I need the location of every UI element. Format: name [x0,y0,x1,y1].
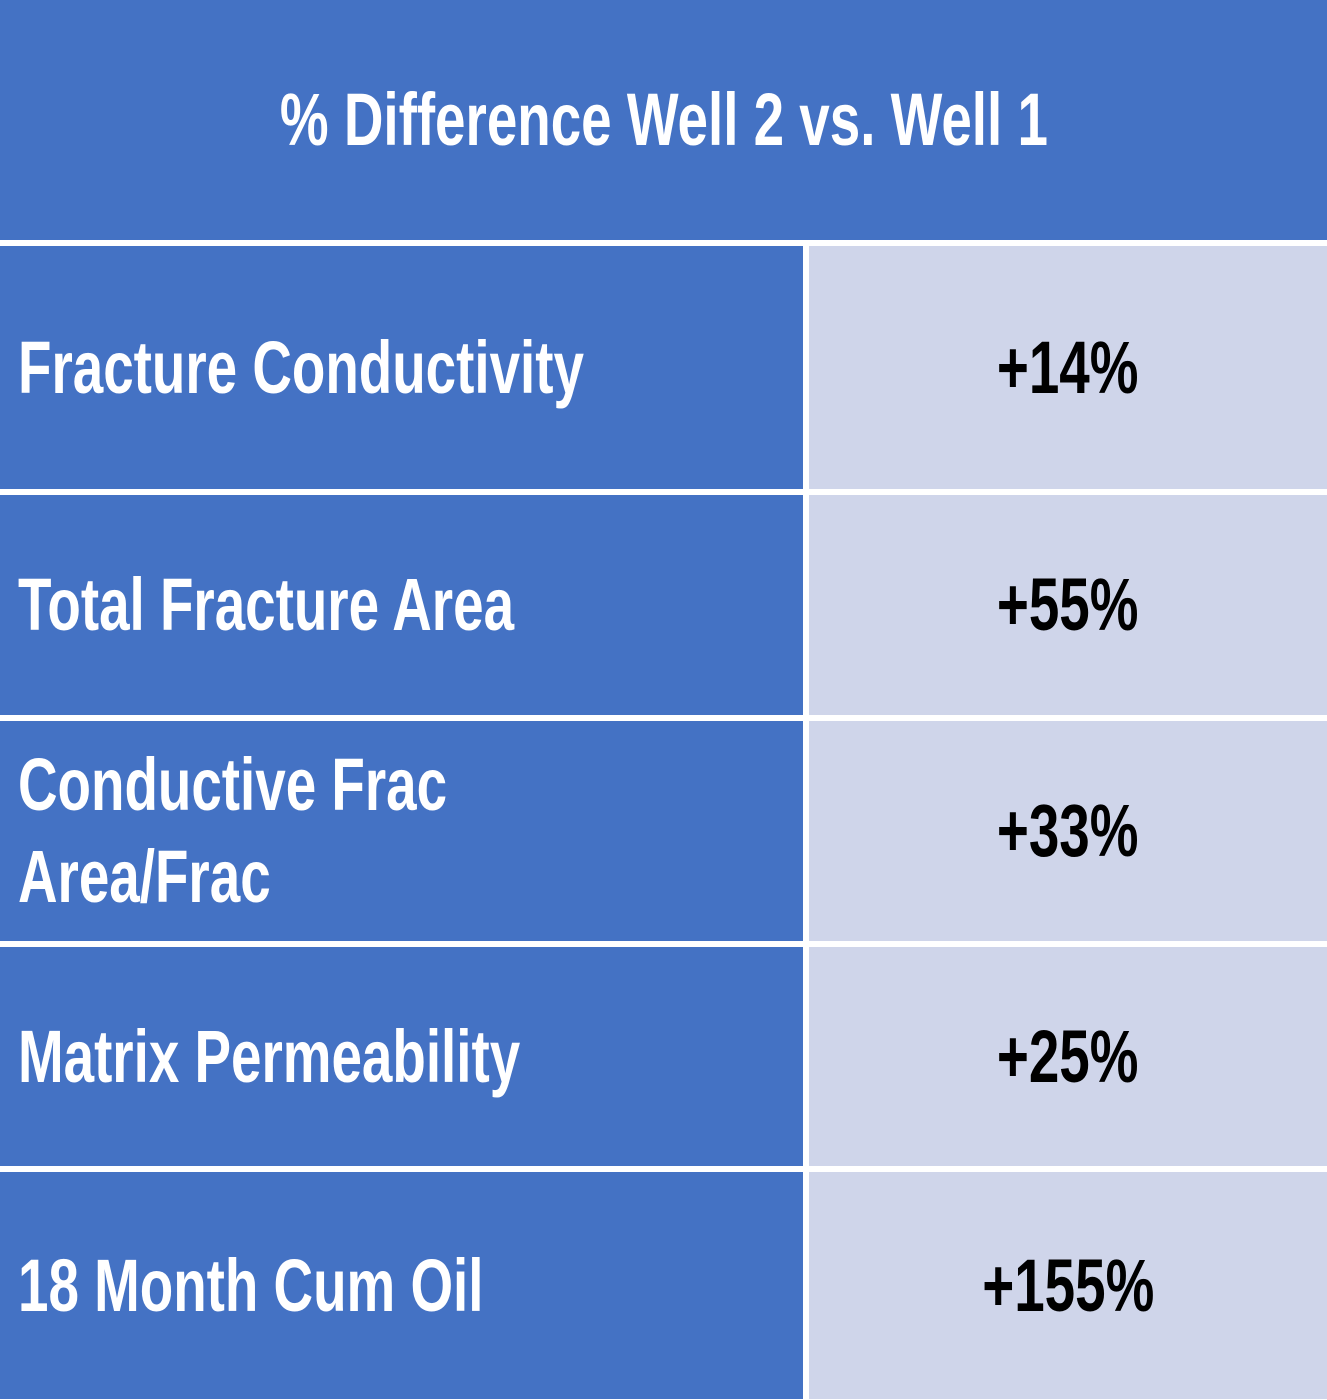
row-label: Total Fracture Area [18,563,515,646]
row-label: 18 Month Cum Oil [18,1243,484,1327]
row-value: +25% [997,1014,1139,1098]
row-label: Conductive Frac Area/Frac [18,743,448,918]
row-value: +14% [997,325,1139,409]
value-cell: +155% [809,1172,1327,1399]
label-cell: 18 Month Cum Oil [0,1172,803,1399]
row-value: +155% [981,1243,1155,1327]
row-label: Matrix Permeability [18,1014,521,1098]
row-value: +33% [997,789,1139,872]
table-title: % Difference Well 2 vs. Well 1 [279,78,1048,161]
label-cell: Total Fracture Area [0,495,803,715]
label-cell: Conductive Frac Area/Frac [0,721,803,941]
label-cell: Matrix Permeability [0,947,803,1166]
label-cell: Fracture Conductivity [0,246,803,489]
value-cell: +25% [809,947,1327,1166]
row-label: Fracture Conductivity [18,325,584,409]
value-cell: +55% [809,495,1327,715]
value-cell: +33% [809,721,1327,941]
value-cell: +14% [809,246,1327,489]
header-cell: % Difference Well 2 vs. Well 1 [0,0,1327,240]
row-value: +55% [997,563,1139,646]
